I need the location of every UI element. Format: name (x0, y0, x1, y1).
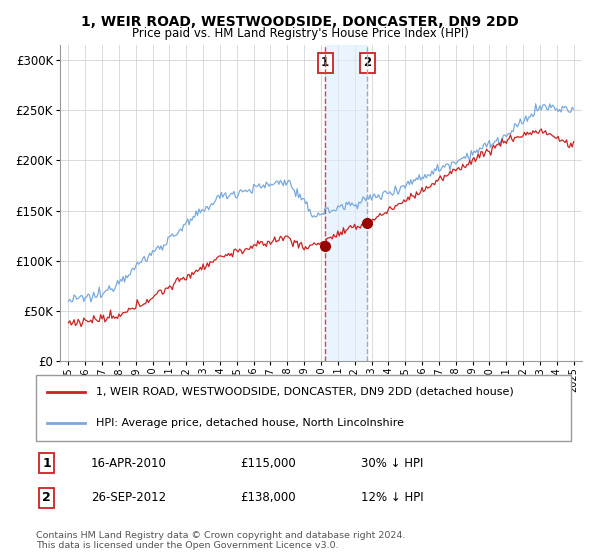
Text: £115,000: £115,000 (240, 456, 296, 470)
Text: 1, WEIR ROAD, WESTWOODSIDE, DONCASTER, DN9 2DD: 1, WEIR ROAD, WESTWOODSIDE, DONCASTER, D… (81, 15, 519, 29)
Bar (325, 45, 367, 361)
Text: Contains HM Land Registry data © Crown copyright and database right 2024.
This d: Contains HM Land Registry data © Crown c… (36, 530, 406, 550)
Text: 1: 1 (321, 57, 329, 69)
Text: 16-APR-2010: 16-APR-2010 (91, 456, 167, 470)
Text: £138,000: £138,000 (240, 492, 295, 505)
Text: 30% ↓ HPI: 30% ↓ HPI (361, 456, 424, 470)
Text: 1: 1 (42, 456, 51, 470)
Text: Price paid vs. HM Land Registry's House Price Index (HPI): Price paid vs. HM Land Registry's House … (131, 27, 469, 40)
FancyBboxPatch shape (35, 375, 571, 441)
Text: 2: 2 (363, 57, 371, 69)
Text: HPI: Average price, detached house, North Lincolnshire: HPI: Average price, detached house, Nort… (96, 418, 404, 428)
Text: 2: 2 (42, 492, 51, 505)
Text: 26-SEP-2012: 26-SEP-2012 (91, 492, 166, 505)
Text: 12% ↓ HPI: 12% ↓ HPI (361, 492, 424, 505)
Text: 1, WEIR ROAD, WESTWOODSIDE, DONCASTER, DN9 2DD (detached house): 1, WEIR ROAD, WESTWOODSIDE, DONCASTER, D… (96, 387, 514, 397)
